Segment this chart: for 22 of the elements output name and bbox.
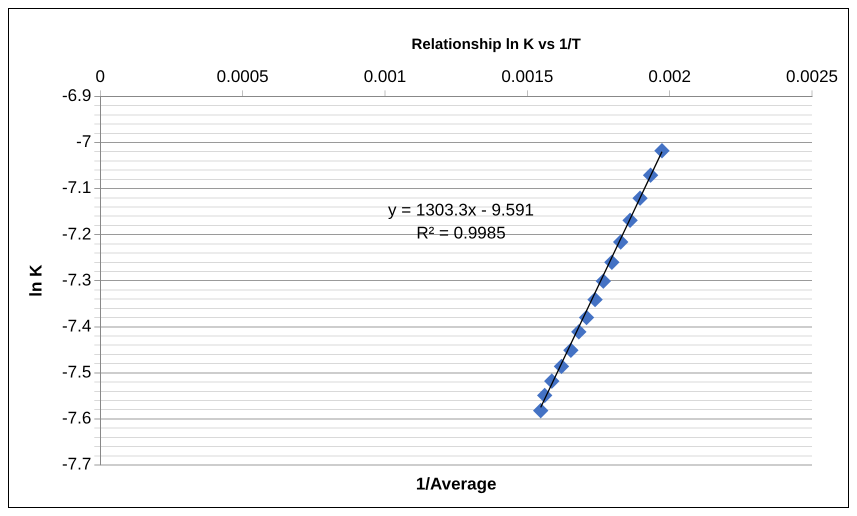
y-axis-title: ln K xyxy=(26,264,46,297)
x-tick-label: 0.001 xyxy=(364,66,406,86)
x-axis-title: 1/Average xyxy=(416,474,496,494)
annotation: y = 1303.3x - 9.591 xyxy=(388,200,534,220)
y-tick-label: -7.6 xyxy=(62,408,92,428)
y-tick-label: -7 xyxy=(76,132,92,152)
y-tick-label: -7.2 xyxy=(62,224,92,244)
x-tick-label: 0.0005 xyxy=(216,66,269,86)
chart-title: Relationship ln K vs 1/T xyxy=(412,36,581,54)
y-tick-label: -7.1 xyxy=(62,178,92,198)
y-tick-label: -6.9 xyxy=(62,86,92,106)
point xyxy=(533,403,548,418)
point xyxy=(654,143,670,158)
x-tick-label: 0 xyxy=(96,66,106,86)
x-tick-label: 0.0015 xyxy=(501,66,554,86)
y-tick-label: -7.3 xyxy=(62,270,92,290)
y-tick-label: -7.4 xyxy=(62,316,92,336)
x-tick-label: 0.002 xyxy=(648,66,691,86)
annotation: R² = 0.9985 xyxy=(416,224,506,243)
y-tick-label: -7.5 xyxy=(62,362,92,382)
y-tick-label: -7.7 xyxy=(62,454,92,474)
x-tick-label: 0.0025 xyxy=(786,66,838,86)
